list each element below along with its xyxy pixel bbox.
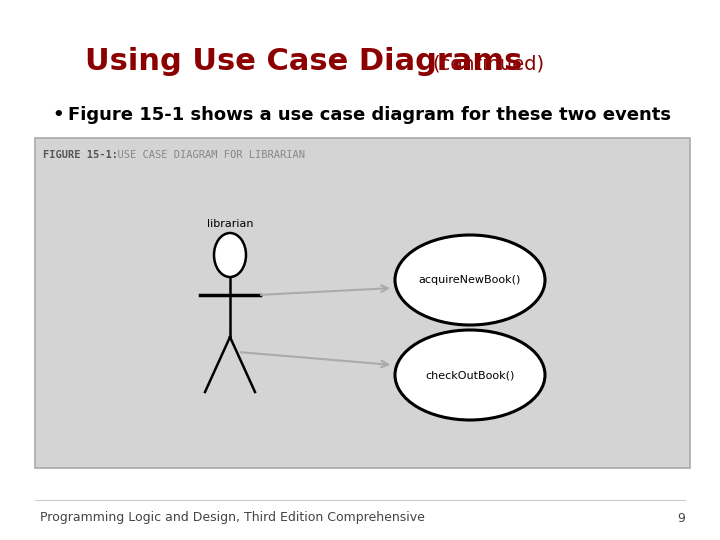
Ellipse shape [214, 233, 246, 277]
FancyBboxPatch shape [35, 138, 690, 468]
Text: •: • [52, 106, 63, 124]
Text: Programming Logic and Design, Third Edition Comprehensive: Programming Logic and Design, Third Edit… [40, 511, 425, 524]
Ellipse shape [395, 330, 545, 420]
Text: Using Use Case Diagrams: Using Use Case Diagrams [85, 48, 533, 77]
Text: Figure 15-1 shows a use case diagram for these two events: Figure 15-1 shows a use case diagram for… [68, 106, 671, 124]
Text: (continued): (continued) [432, 55, 544, 73]
Text: FIGURE 15-1:: FIGURE 15-1: [43, 150, 118, 160]
Ellipse shape [395, 235, 545, 325]
Text: checkOutBook(): checkOutBook() [426, 370, 515, 380]
Text: acquireNewBook(): acquireNewBook() [419, 275, 521, 285]
Text: 9: 9 [677, 511, 685, 524]
Text: librarian: librarian [207, 219, 253, 229]
Text: USE CASE DIAGRAM FOR LIBRARIAN: USE CASE DIAGRAM FOR LIBRARIAN [105, 150, 305, 160]
